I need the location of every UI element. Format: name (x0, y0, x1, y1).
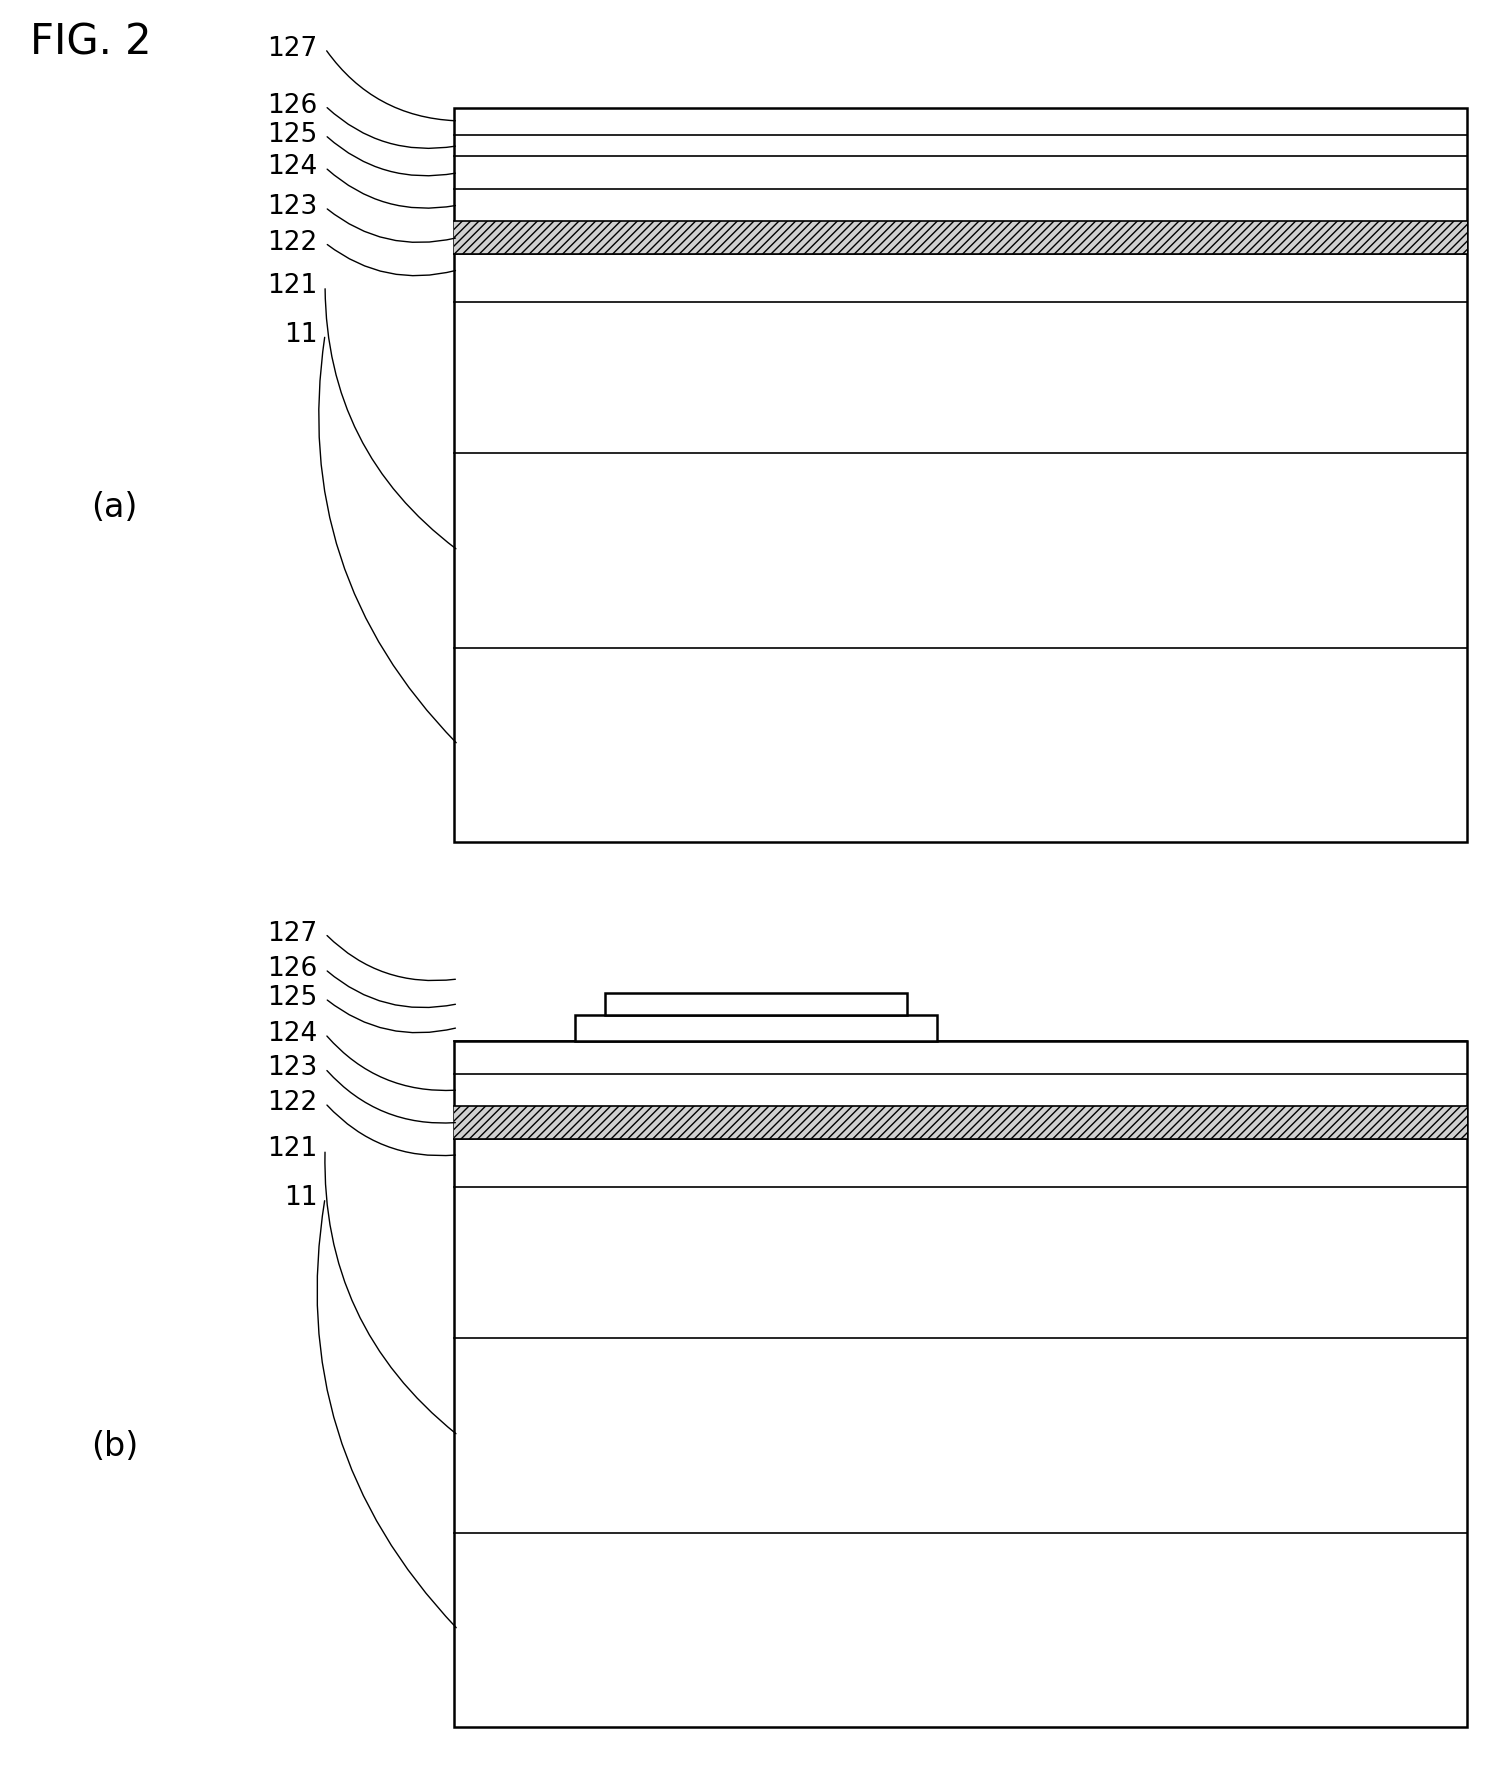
Text: 11: 11 (284, 322, 318, 347)
Text: 122: 122 (268, 1090, 318, 1117)
Text: 127: 127 (268, 35, 318, 62)
Text: 124: 124 (268, 1021, 318, 1046)
Text: (a): (a) (91, 490, 138, 524)
Text: 126: 126 (268, 92, 318, 119)
Text: (b): (b) (91, 1430, 138, 1462)
Text: 124: 124 (268, 154, 318, 181)
Bar (575, 1014, 937, 1041)
Text: 125: 125 (268, 122, 318, 149)
Bar (454, 1106, 1467, 1138)
Text: 11: 11 (284, 1184, 318, 1211)
Text: 123: 123 (268, 195, 318, 219)
Text: 125: 125 (268, 986, 318, 1011)
Bar (454, 108, 1467, 843)
Text: 127: 127 (268, 920, 318, 947)
Text: FIG. 2: FIG. 2 (30, 21, 151, 64)
Text: 122: 122 (268, 230, 318, 257)
Text: 126: 126 (268, 956, 318, 982)
Bar (454, 1041, 1467, 1728)
Bar (454, 221, 1467, 253)
Text: 123: 123 (268, 1055, 318, 1081)
Text: 121: 121 (268, 1136, 318, 1163)
Text: 121: 121 (268, 273, 318, 299)
Bar (605, 993, 907, 1014)
